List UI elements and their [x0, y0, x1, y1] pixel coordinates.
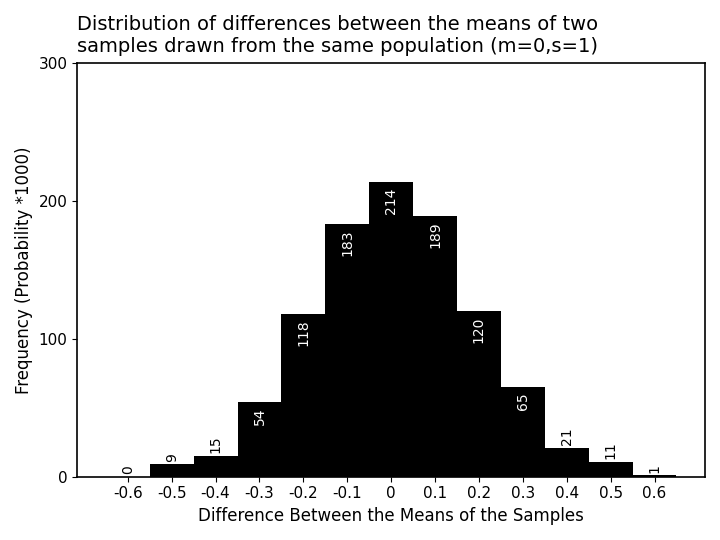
- Bar: [150, 464, 194, 477]
- Text: 21: 21: [559, 427, 574, 445]
- Text: 15: 15: [209, 436, 222, 453]
- Bar: [413, 216, 457, 477]
- Text: 183: 183: [341, 230, 354, 256]
- Bar: [238, 402, 282, 477]
- Text: 214: 214: [384, 187, 398, 213]
- Text: 1: 1: [647, 464, 662, 472]
- Bar: [194, 456, 238, 477]
- Bar: [282, 314, 325, 477]
- Bar: [325, 225, 369, 477]
- Bar: [457, 311, 501, 477]
- Bar: [589, 462, 633, 477]
- Y-axis label: Frequency (Probability *1000): Frequency (Probability *1000): [15, 146, 33, 394]
- Text: 54: 54: [253, 408, 266, 426]
- Text: 118: 118: [297, 320, 310, 346]
- Text: Distribution of differences between the means of two
samples drawn from the same: Distribution of differences between the …: [77, 15, 598, 56]
- Text: 0: 0: [121, 465, 135, 474]
- Bar: [633, 475, 677, 477]
- Bar: [545, 448, 589, 477]
- Text: 11: 11: [603, 441, 618, 459]
- Text: 189: 189: [428, 221, 442, 248]
- Text: 65: 65: [516, 393, 530, 410]
- Bar: [369, 181, 413, 477]
- Text: 9: 9: [165, 453, 179, 462]
- Bar: [501, 387, 545, 477]
- Text: 120: 120: [472, 317, 486, 343]
- X-axis label: Difference Between the Means of the Samples: Difference Between the Means of the Samp…: [198, 507, 584, 525]
